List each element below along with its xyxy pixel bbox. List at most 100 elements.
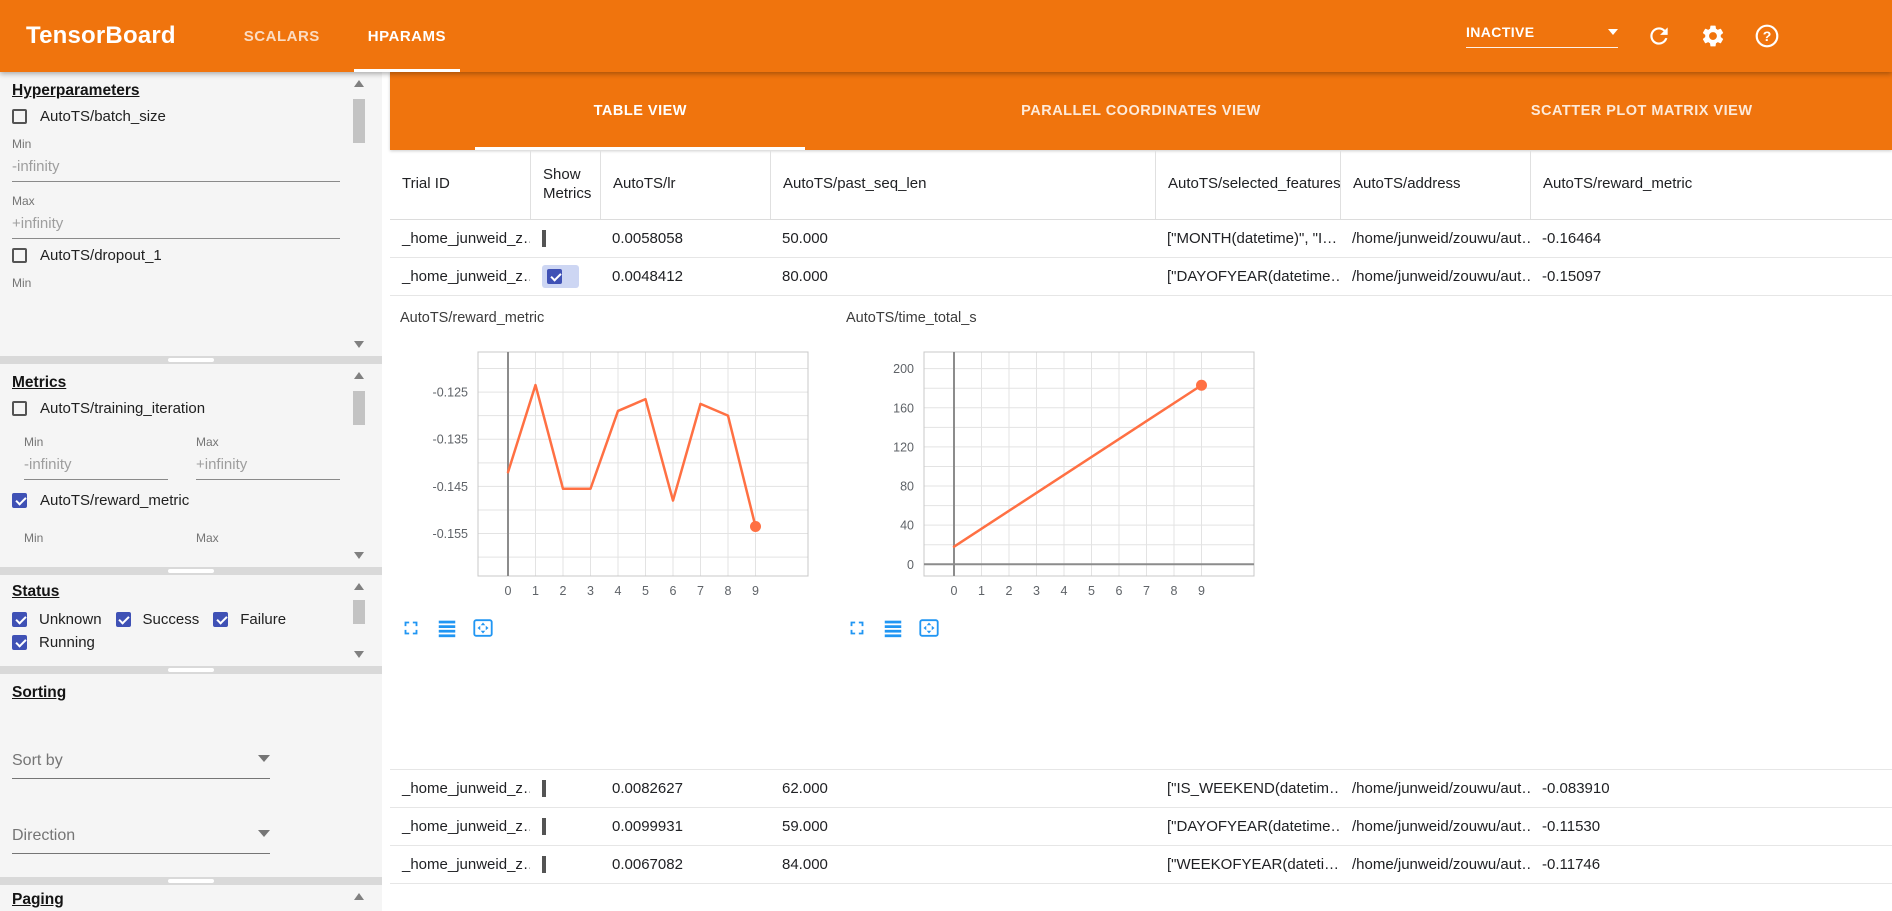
scroll-down-icon bbox=[354, 341, 364, 348]
checkbox[interactable] bbox=[12, 109, 27, 124]
cell-address: /home/junweid/zouwu/aut… bbox=[1340, 856, 1530, 873]
max-input[interactable]: +infinity bbox=[12, 215, 340, 239]
reward-metric-line-chart: 0123456789-0.125-0.135-0.145-0.155 bbox=[398, 332, 813, 602]
fit-domain-icon[interactable] bbox=[918, 617, 940, 639]
max-input[interactable]: +infinity bbox=[196, 456, 340, 480]
checkbox[interactable] bbox=[12, 635, 27, 650]
cell-reward-metric: -0.11746 bbox=[1530, 856, 1892, 873]
chevron-down-icon bbox=[258, 755, 270, 768]
metric-item-reward-metric[interactable]: AutoTS/reward_metric bbox=[12, 492, 340, 509]
svg-text:0: 0 bbox=[951, 584, 958, 598]
cell-lr: 0.0082627 bbox=[600, 780, 770, 797]
main-panel: TABLE VIEW PARALLEL COORDINATES VIEW SCA… bbox=[390, 72, 1892, 911]
cell-selected-features: ["IS_WEEKEND(datetim… bbox=[1155, 780, 1340, 797]
checkbox[interactable] bbox=[12, 493, 27, 508]
cell-reward-metric: -0.16464 bbox=[1530, 230, 1892, 247]
checkbox[interactable] bbox=[213, 612, 228, 627]
show-metrics-checkbox[interactable] bbox=[547, 269, 562, 284]
log-scale-icon[interactable] bbox=[882, 617, 904, 639]
cell-show-metrics bbox=[530, 265, 600, 288]
scroll-down-icon bbox=[354, 651, 364, 658]
section-resize-handle[interactable] bbox=[0, 666, 382, 674]
checkbox[interactable] bbox=[12, 612, 27, 627]
show-metrics-checkbox[interactable] bbox=[542, 856, 546, 873]
cell-address: /home/junweid/zouwu/aut… bbox=[1340, 818, 1530, 835]
cell-lr: 0.0099931 bbox=[600, 818, 770, 835]
checkbox[interactable] bbox=[12, 248, 27, 263]
fullscreen-icon[interactable] bbox=[846, 617, 868, 639]
svg-text:1: 1 bbox=[532, 584, 539, 598]
svg-text:-0.145: -0.145 bbox=[433, 480, 468, 494]
checkbox[interactable] bbox=[12, 401, 27, 416]
runs-status-value: INACTIVE bbox=[1466, 24, 1535, 40]
svg-text:8: 8 bbox=[725, 584, 732, 598]
status-scrollbar[interactable] bbox=[353, 580, 366, 661]
fit-domain-icon[interactable] bbox=[472, 617, 494, 639]
svg-text:1: 1 bbox=[978, 584, 985, 598]
sidebar: Hyperparameters AutoTS/batch_size Min -i… bbox=[0, 72, 382, 911]
status-item-success[interactable]: Success bbox=[116, 611, 200, 628]
chart-title: AutoTS/reward_metric bbox=[400, 310, 818, 326]
toolbar: TensorBoard SCALARS HPARAMS INACTIVE ? bbox=[0, 0, 1892, 72]
show-metrics-checkbox[interactable] bbox=[542, 780, 546, 797]
show-metrics-checkbox[interactable] bbox=[542, 818, 546, 835]
refresh-icon[interactable] bbox=[1646, 23, 1672, 49]
min-label: Min bbox=[12, 137, 340, 151]
checkbox[interactable] bbox=[116, 612, 131, 627]
status-item-running[interactable]: Running bbox=[12, 634, 95, 651]
section-resize-handle[interactable] bbox=[0, 356, 382, 364]
cell-selected-features: ["DAYOFYEAR(datetime… bbox=[1155, 268, 1340, 285]
svg-text:8: 8 bbox=[1171, 584, 1178, 598]
metric-item-training-iteration[interactable]: AutoTS/training_iteration bbox=[12, 400, 340, 417]
cell-past-seq-len: 84.000 bbox=[770, 856, 1155, 873]
metrics-heading: Metrics bbox=[12, 374, 340, 392]
view-tabs: TABLE VIEW PARALLEL COORDINATES VIEW SCA… bbox=[390, 72, 1892, 150]
max-field: Max +infinity bbox=[12, 194, 340, 239]
runs-status-selector[interactable]: INACTIVE bbox=[1466, 24, 1618, 48]
paging-scrollbar[interactable] bbox=[353, 890, 366, 906]
svg-text:2: 2 bbox=[1006, 584, 1013, 598]
show-metrics-checkbox[interactable] bbox=[542, 230, 546, 247]
svg-text:6: 6 bbox=[1116, 584, 1123, 598]
scroll-up-icon bbox=[354, 80, 364, 87]
log-scale-icon[interactable] bbox=[436, 617, 458, 639]
direction-select[interactable]: Direction bbox=[12, 827, 270, 854]
section-resize-handle[interactable] bbox=[0, 567, 382, 575]
cell-lr: 0.0048412 bbox=[600, 268, 770, 285]
section-resize-handle[interactable] bbox=[0, 877, 382, 885]
min-input[interactable]: -infinity bbox=[12, 158, 340, 182]
cell-past-seq-len: 62.000 bbox=[770, 780, 1155, 797]
paging-section: Paging bbox=[0, 885, 382, 911]
tab-table-view[interactable]: TABLE VIEW bbox=[390, 72, 891, 150]
tab-hparams[interactable]: HPARAMS bbox=[344, 0, 470, 72]
status-item-failure[interactable]: Failure bbox=[213, 611, 286, 628]
scrollbar-thumb bbox=[353, 600, 365, 624]
metrics-scrollbar[interactable] bbox=[353, 369, 366, 562]
svg-text:3: 3 bbox=[587, 584, 594, 598]
hparam-label: AutoTS/dropout_1 bbox=[40, 247, 162, 264]
sorting-section: Sorting Sort by Direction bbox=[0, 674, 382, 877]
hyperparameters-scrollbar[interactable] bbox=[353, 77, 366, 351]
min-input[interactable]: -infinity bbox=[24, 456, 168, 480]
metrics-section: Metrics AutoTS/training_iteration Min -i… bbox=[0, 364, 382, 567]
hparam-item-batch-size[interactable]: AutoTS/batch_size bbox=[12, 108, 340, 125]
column-header-past-seq-len: AutoTS/past_seq_len bbox=[770, 150, 1155, 219]
table-header: Trial ID Show Metrics AutoTS/lr AutoTS/p… bbox=[390, 150, 1892, 220]
tab-parallel-coordinates-view[interactable]: PARALLEL COORDINATES VIEW bbox=[891, 72, 1392, 150]
chevron-down-icon bbox=[1608, 29, 1618, 40]
settings-gear-icon[interactable] bbox=[1700, 23, 1726, 49]
table-row: _home_junweid_z…0.005805850.000["MONTH(d… bbox=[390, 220, 1892, 258]
dashboard-tabs: SCALARS HPARAMS bbox=[220, 0, 470, 72]
tab-scatter-plot-matrix-view[interactable]: SCATTER PLOT MATRIX VIEW bbox=[1391, 72, 1892, 150]
paging-heading: Paging bbox=[12, 891, 340, 909]
svg-text:0: 0 bbox=[505, 584, 512, 598]
fullscreen-icon[interactable] bbox=[400, 617, 422, 639]
cell-reward-metric: -0.15097 bbox=[1530, 268, 1892, 285]
cell-address: /home/junweid/zouwu/aut… bbox=[1340, 230, 1530, 247]
tab-scalars[interactable]: SCALARS bbox=[220, 0, 344, 72]
status-item-unknown[interactable]: Unknown bbox=[12, 611, 102, 628]
column-header-trial-id: Trial ID bbox=[390, 150, 530, 219]
hparam-item-dropout-1[interactable]: AutoTS/dropout_1 bbox=[12, 247, 340, 264]
help-icon[interactable]: ? bbox=[1754, 23, 1780, 49]
sort-by-select[interactable]: Sort by bbox=[12, 752, 270, 779]
